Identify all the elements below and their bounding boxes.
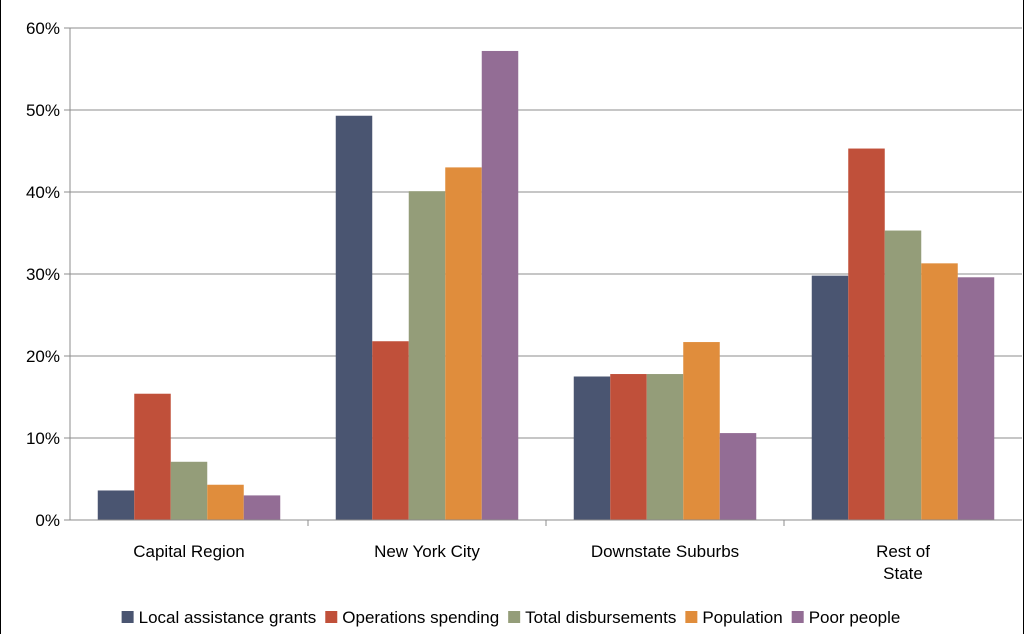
bar [243, 495, 281, 520]
x-category-label: Rest of State [876, 542, 930, 583]
y-tick-label: 30% [26, 265, 60, 284]
y-tick-label: 40% [26, 183, 60, 202]
legend-label: Poor people [809, 608, 901, 627]
bar [957, 277, 995, 520]
bars [97, 50, 995, 521]
bar [921, 263, 958, 520]
axes [64, 27, 1022, 526]
bar [481, 50, 519, 521]
x-category-label: Capital Region [133, 542, 245, 561]
y-tick-label: 10% [26, 429, 60, 448]
y-tick-label: 20% [26, 347, 60, 366]
x-category-label: Downstate Suburbs [591, 542, 739, 561]
legend-label: Local assistance grants [139, 608, 317, 627]
bar [134, 393, 171, 520]
bar [408, 191, 446, 520]
bar [884, 230, 922, 521]
bar [848, 148, 885, 521]
legend: Local assistance grants Operations spendi… [121, 608, 901, 627]
bar [811, 275, 849, 520]
y-tick-label: 60% [26, 19, 60, 38]
bar [97, 490, 135, 520]
bar [372, 341, 409, 520]
legend-label: Total disbursements [525, 608, 676, 627]
bar [170, 461, 208, 520]
x-category-label: New York City [374, 542, 480, 561]
y-tick-label: 50% [26, 101, 60, 120]
y-tick-label: 0% [35, 511, 60, 530]
legend-swatch [791, 611, 804, 623]
legend-swatch [685, 611, 698, 623]
bar [445, 167, 482, 520]
bar [646, 374, 684, 520]
legend-label: Population [702, 608, 782, 627]
bar [335, 115, 373, 521]
bar [719, 433, 757, 520]
bar [573, 376, 611, 520]
legend-swatch [508, 611, 521, 623]
legend-swatch [121, 611, 134, 623]
bar [610, 374, 647, 520]
bar [683, 342, 720, 520]
y-axis-tick-labels: 0% 10% 20% 30% 40% 50% 60% [26, 19, 60, 530]
legend-swatch [325, 611, 338, 623]
x-axis-category-labels: Capital Region New York City Downstate Sub… [133, 542, 930, 583]
legend-label: Operations spending [342, 608, 499, 627]
bar [207, 484, 244, 520]
